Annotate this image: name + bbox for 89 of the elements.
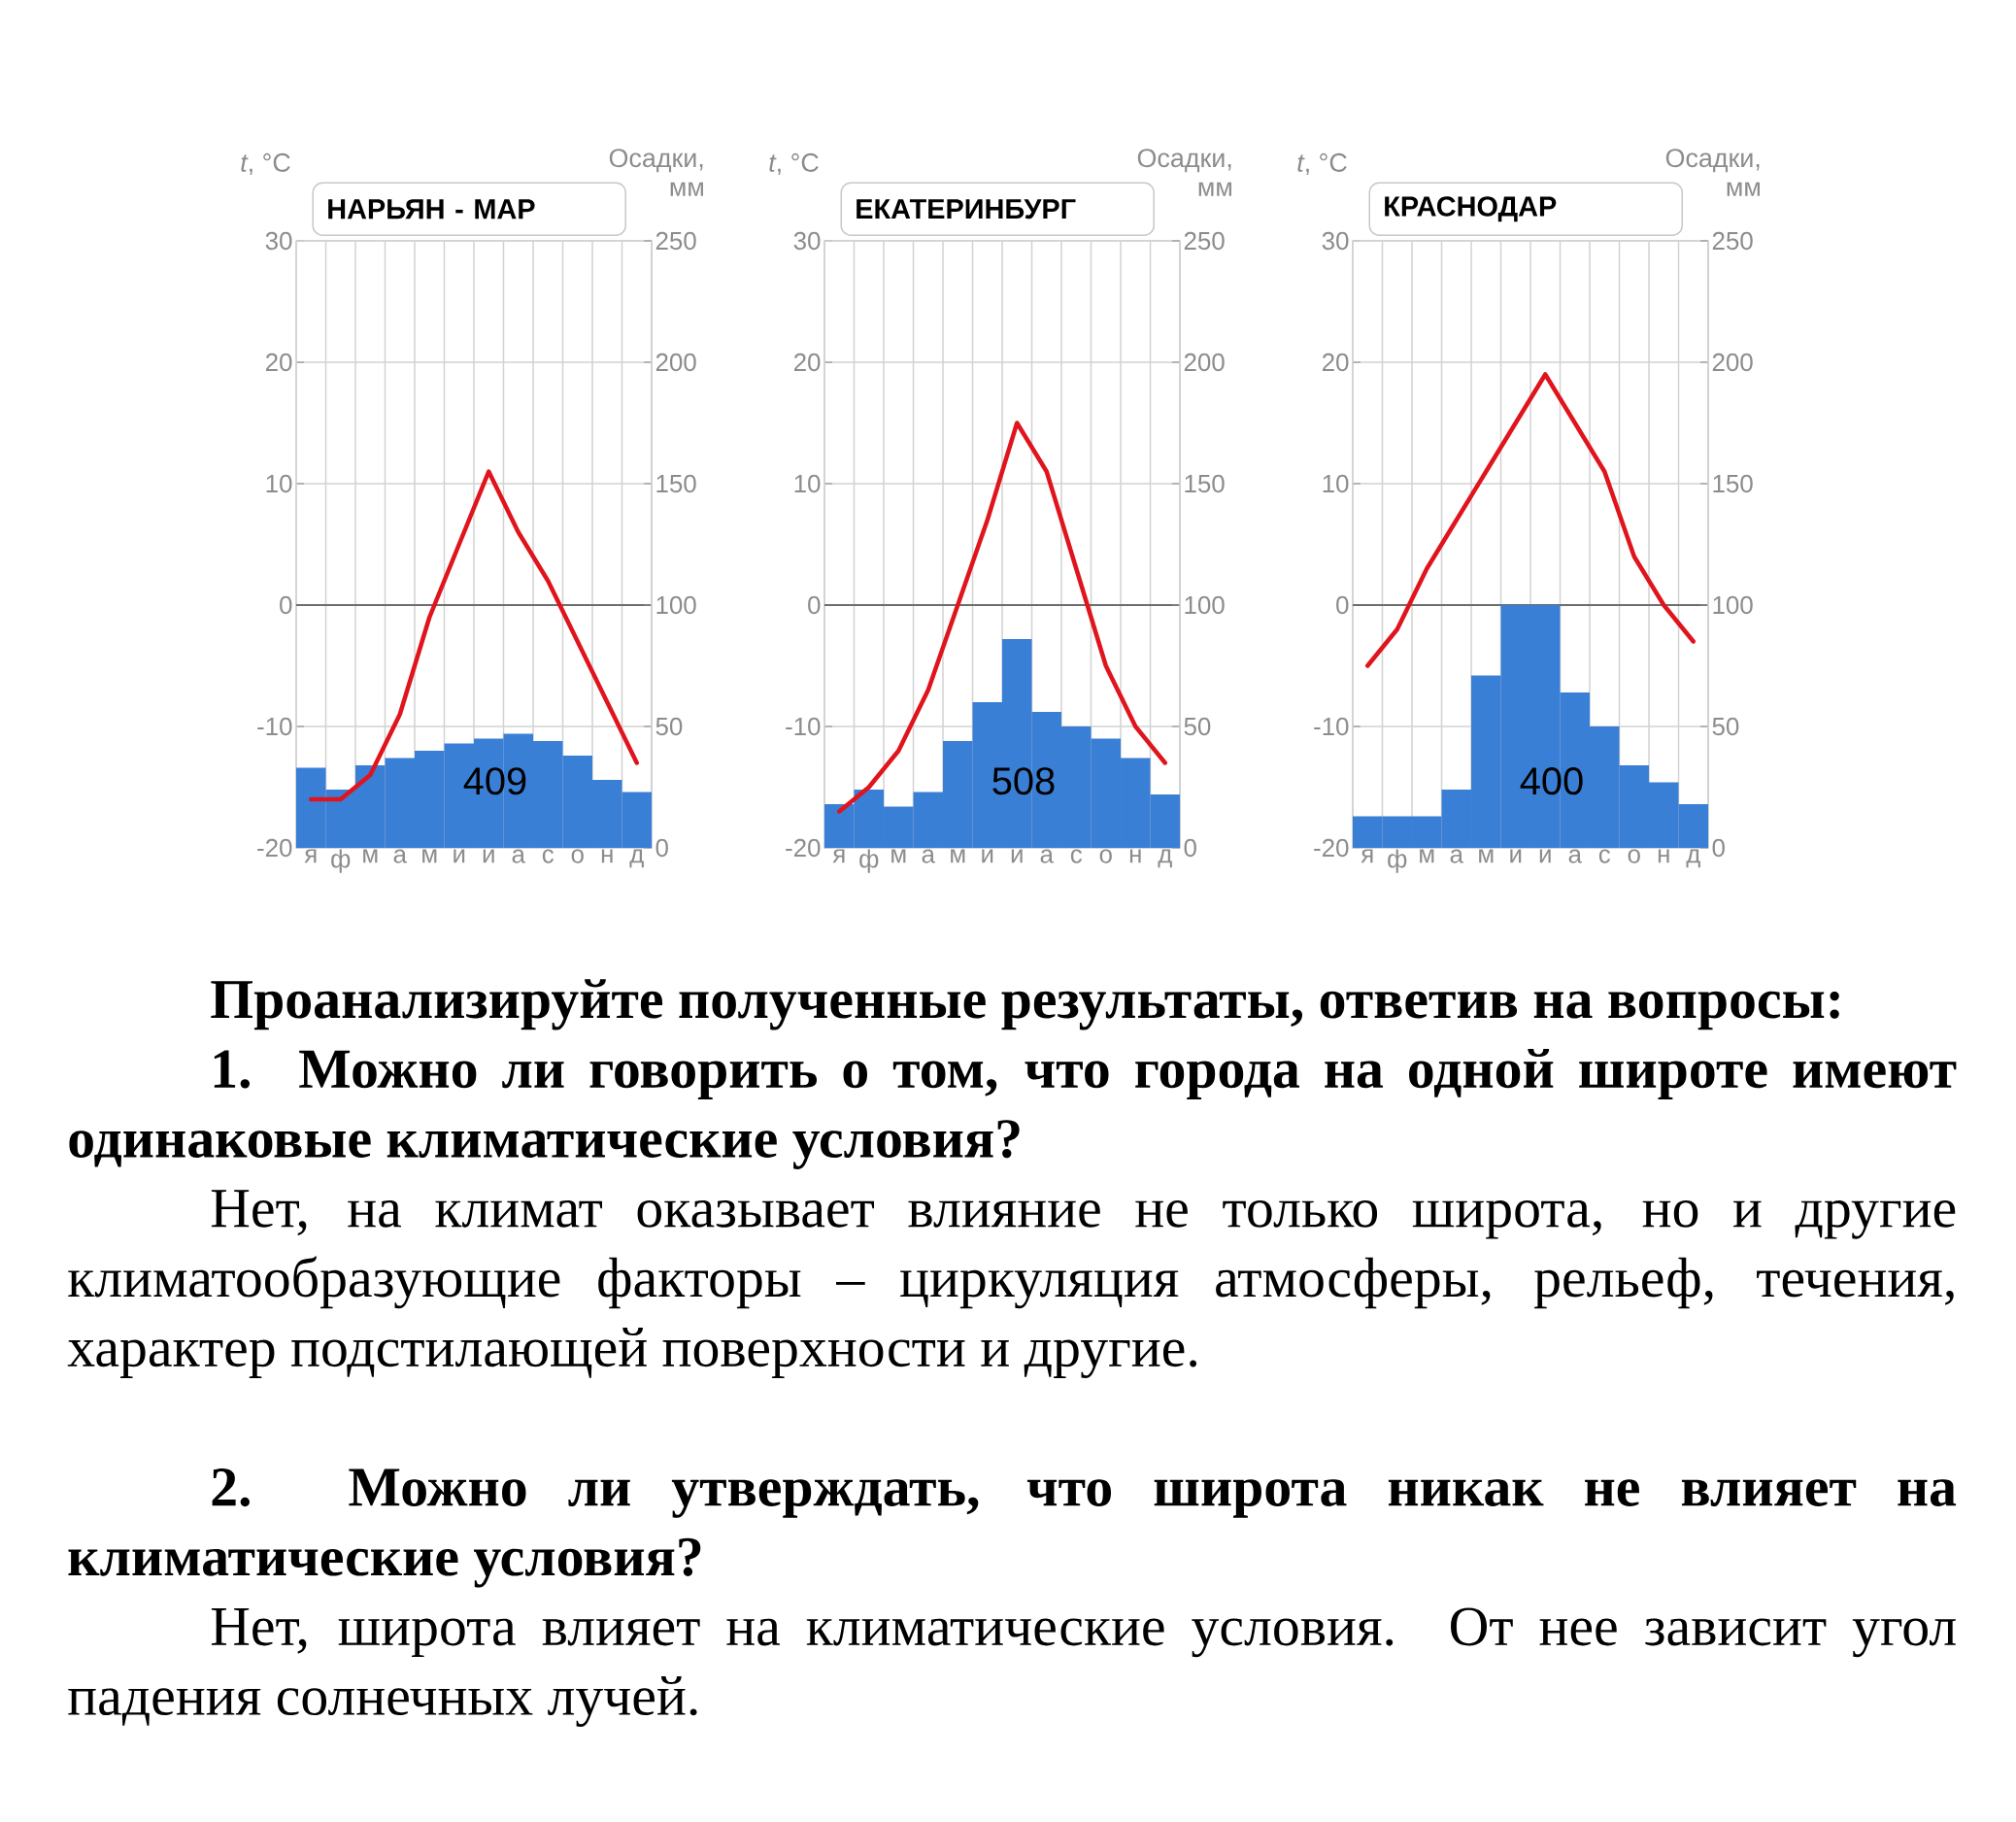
y2-tick-label: 150 [1713,474,1753,493]
x-tick-label: м [363,849,378,863]
y2-tick-label: 0 [1184,838,1196,858]
x-tick-label: д [1158,849,1172,868]
y-tick-label: -20 [1314,838,1349,858]
y-tick-label: -10 [1314,717,1349,736]
x-tick-label: а [1568,849,1582,863]
y-tick-label: -10 [786,717,821,736]
y-tick-label: -20 [257,838,292,858]
y2-axis-title: Осадки, мм [609,149,703,196]
y2-tick-label: 0 [1712,838,1725,858]
x-tick-label: м [1420,849,1434,863]
chart-title: КРАСНОДАР [1385,196,1557,222]
x-tick-label: я [832,849,845,863]
x-tick-label: и [454,849,465,863]
y2-axis-title: Осадки, мм [1665,149,1760,196]
y2-tick-label: 50 [1184,717,1211,736]
x-tick-label: а [512,849,525,863]
y2-tick-label: 0 [655,838,668,858]
y-axis-title: t, °C [1297,152,1347,176]
text: Проанализируйте полученные результаты, ответив на вопросы: [211,979,1839,1030]
y-tick-label: 30 [265,231,292,251]
y-tick-label: 30 [793,231,821,251]
x-tick-label: с [1598,849,1611,863]
x-tick-label: м [891,849,906,863]
x-tick-label: ф [859,849,879,873]
y-tick-label: 10 [266,474,292,493]
x-tick-label: а [1040,849,1054,863]
y-tick-label: 30 [1322,231,1349,251]
y2-tick-label: 250 [1712,231,1753,251]
text: Нет, широта влияет на климатические условия. От нее зависит угол падения солнечных лучей. [68,1607,1956,1728]
x-tick-label: а [1450,849,1463,863]
y2-tick-label: 100 [1185,595,1225,615]
y-tick-label: 0 [1336,595,1349,615]
y2-tick-label: 150 [1185,474,1225,493]
y-tick-label: 20 [265,353,292,372]
x-tick-label: я [304,849,317,863]
x-tick-label: а [922,849,935,863]
x-tick-label: ф [1388,849,1407,873]
x-tick-label: а [393,849,407,863]
chart-title: ЕКАТЕРИНБУРГ [857,199,1076,219]
y2-tick-label: 250 [655,231,696,251]
annotation: 508 [992,767,1055,795]
x-tick-label: н [1129,849,1141,863]
x-tick-label: и [483,849,494,863]
x-tick-label: д [1686,849,1700,868]
x-tick-label: с [1070,849,1083,863]
annotation: 409 [463,767,526,795]
y-tick-label: -10 [257,717,292,736]
annotation: 400 [1520,767,1583,795]
y2-tick-label: 50 [1712,717,1739,736]
x-tick-label: и [1510,849,1522,863]
x-tick-label: я [1361,849,1373,863]
x-tick-label: с [542,849,554,863]
y2-tick-label: 200 [1712,353,1753,372]
y-axis-title: t, °C [769,152,819,176]
y-tick-label: 0 [808,595,821,615]
x-tick-label: и [982,849,993,863]
x-tick-label: н [601,849,613,863]
x-tick-label: и [1011,849,1023,863]
y-tick-label: 20 [793,353,821,372]
y2-axis-title: Осадки, мм [1137,149,1231,196]
x-tick-label: м [951,849,965,863]
x-tick-label: д [629,849,644,868]
x-tick-label: н [1658,849,1669,863]
text: Нет, на климат оказывает влияние не только широта, но и другие климатообразующие факторы – циркуляция атмосферы, рельеф, течения, характер подстилающей поверхности и другие. [67,1190,1956,1379]
x-tick-label: о [1099,849,1112,863]
y-tick-label: 10 [794,474,821,493]
y-axis-title: t, °C [241,152,290,176]
y2-tick-label: 50 [655,717,683,736]
y-tick-label: -20 [786,838,821,858]
y2-tick-label: 100 [1713,595,1753,615]
x-tick-label: о [1628,849,1640,863]
text: 1. Можно ли говорить о том, что города на одной широте имеют одинаковые климатические условия? [69,1048,1957,1169]
x-tick-label: ф [331,849,351,873]
y-tick-label: 0 [280,595,292,615]
text: 2. Можно ли утверждать, что широта никак не влияет на климатические условия? [68,1468,1957,1588]
x-tick-label: о [571,849,584,863]
y2-tick-label: 150 [656,474,696,493]
y2-tick-label: 100 [656,595,696,615]
x-tick-label: м [422,849,437,863]
y-tick-label: 20 [1322,353,1349,372]
x-tick-label: м [1479,849,1494,863]
x-tick-label: и [1539,849,1551,863]
y2-tick-label: 200 [655,353,696,372]
chart-title: НАРЬЯН - МАР [328,199,535,219]
y2-tick-label: 250 [1184,231,1225,251]
y2-tick-label: 200 [1184,353,1225,372]
y-tick-label: 10 [1323,474,1349,493]
